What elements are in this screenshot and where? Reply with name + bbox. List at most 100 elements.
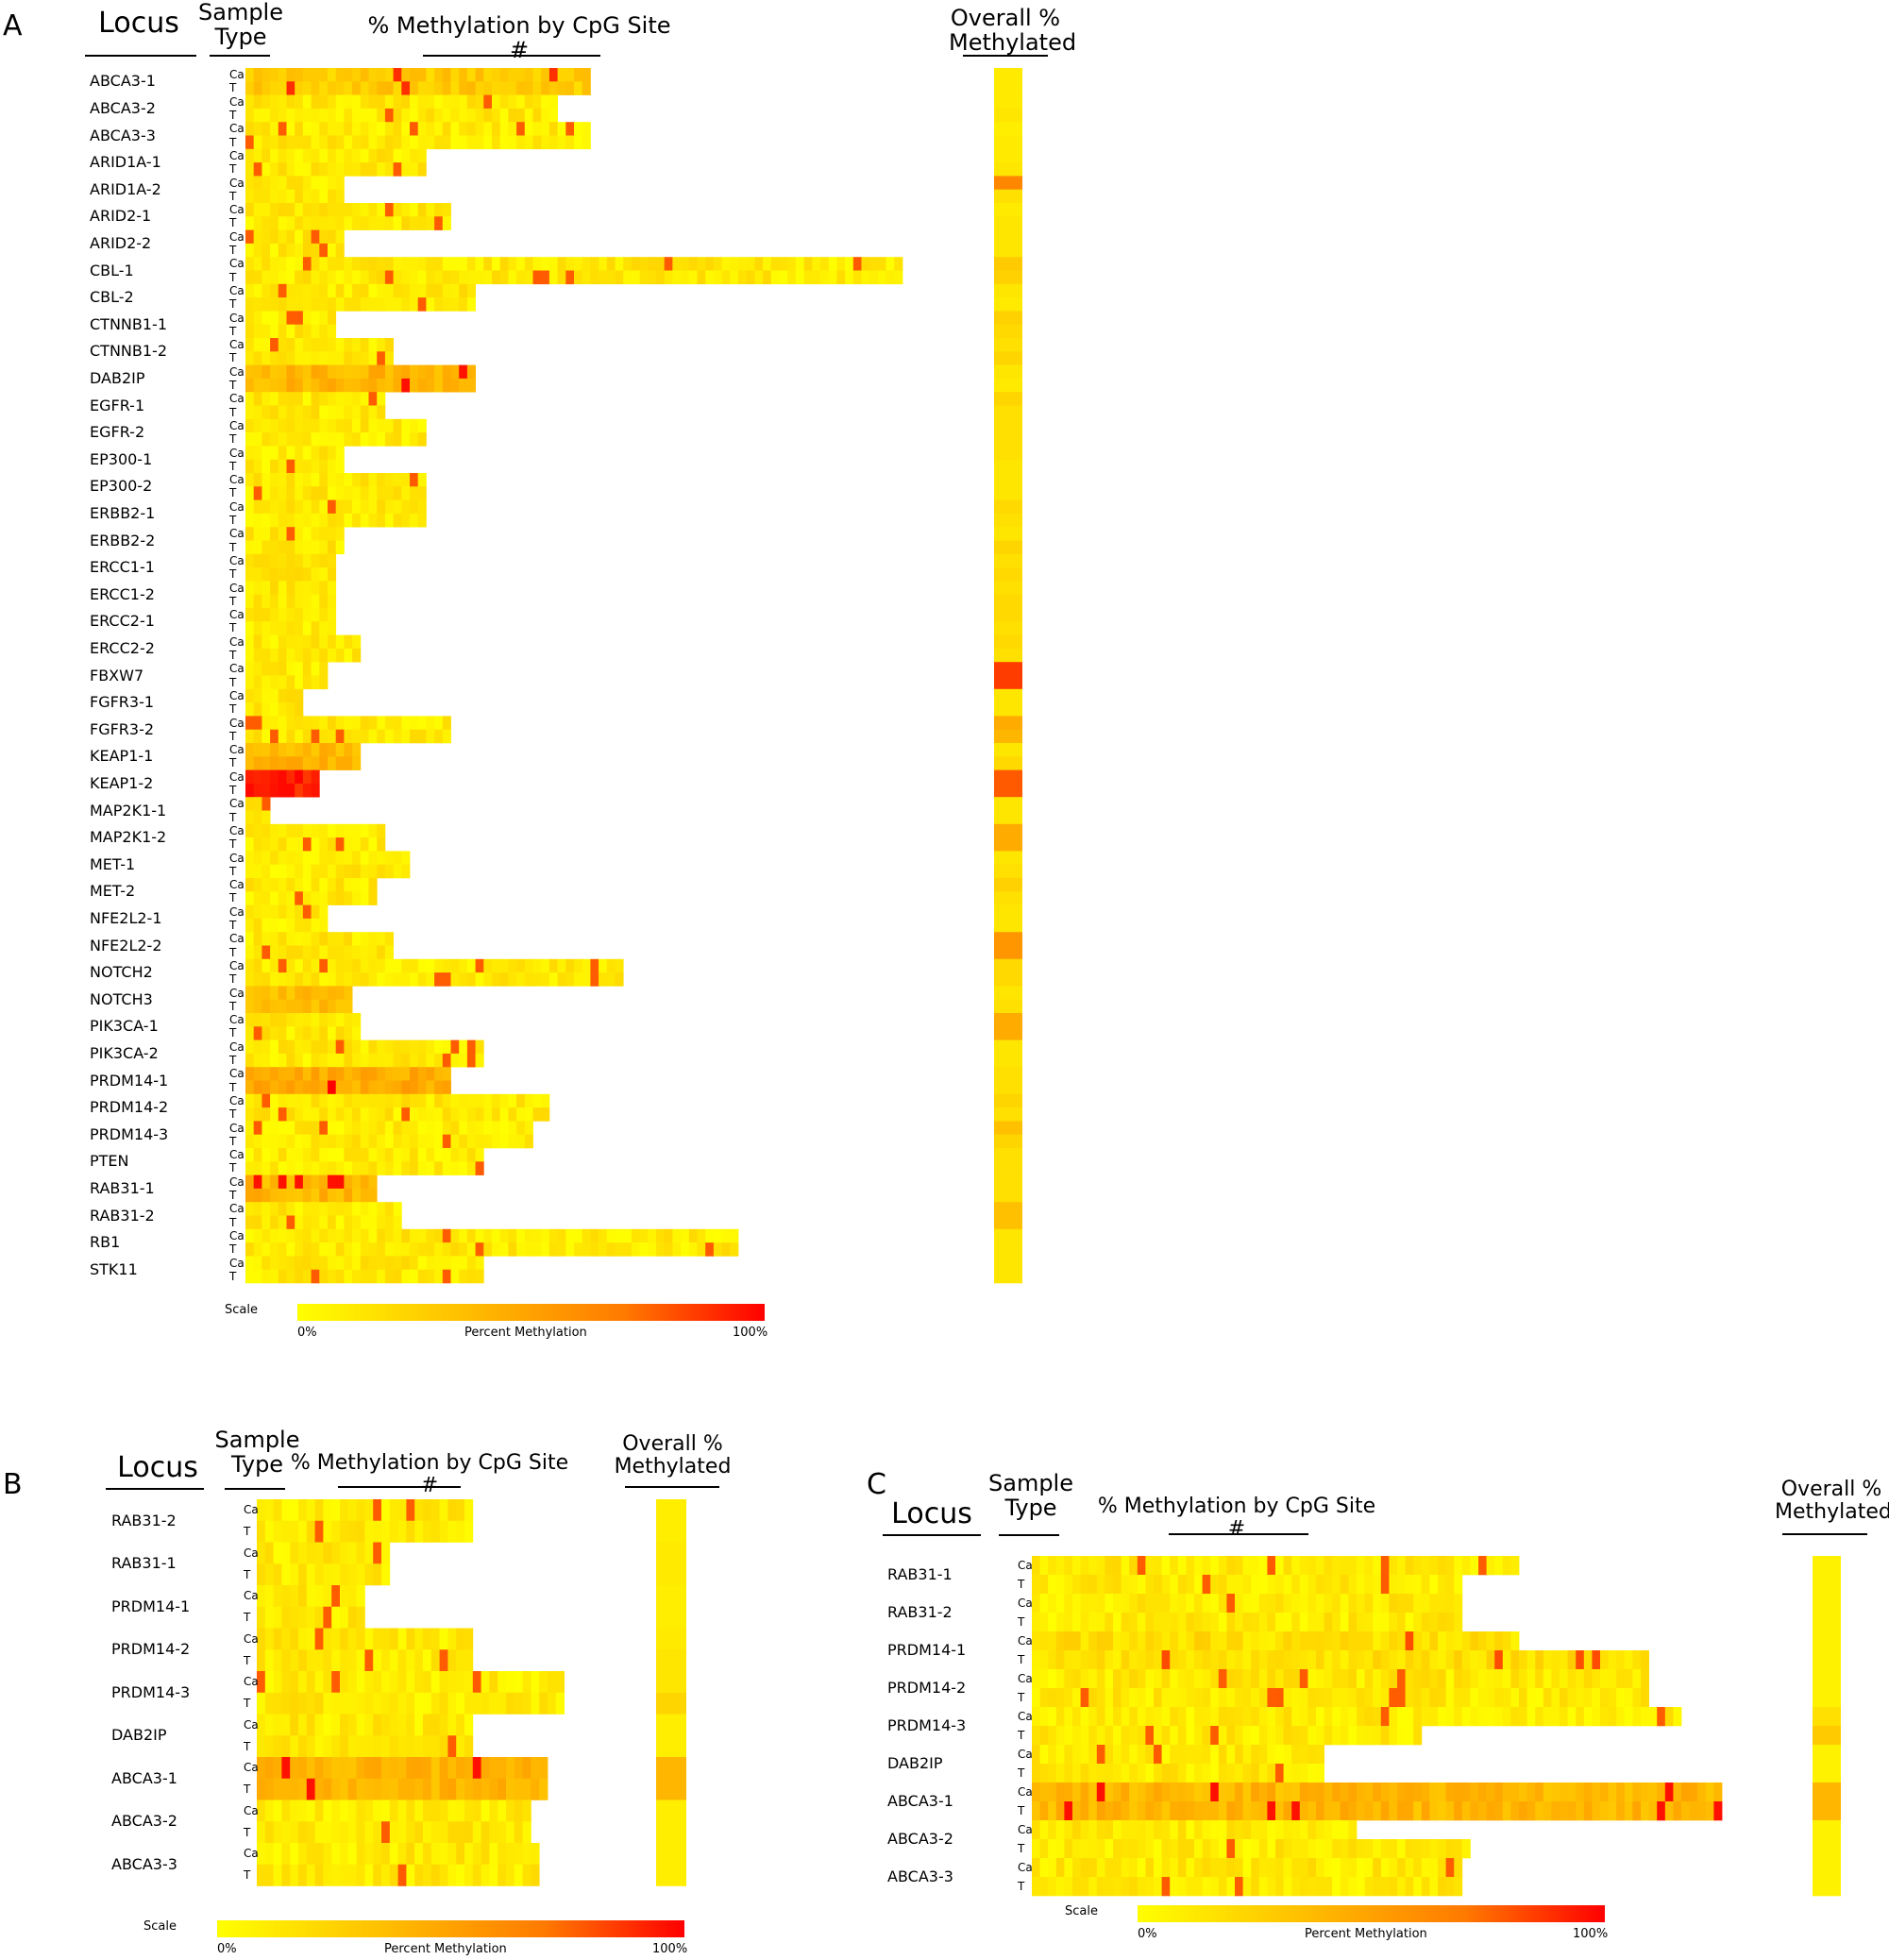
cpg-cell bbox=[1105, 1650, 1114, 1670]
sample-type-label: Ca bbox=[229, 68, 245, 82]
cpg-cell bbox=[681, 1242, 690, 1257]
cpg-cell bbox=[410, 135, 419, 150]
cpg-cell bbox=[1332, 1839, 1341, 1859]
cpg-cell bbox=[532, 135, 542, 150]
cpg-cell bbox=[1283, 1726, 1292, 1746]
cpg-cell bbox=[442, 81, 451, 95]
cpg-cell bbox=[442, 257, 451, 271]
cpg-cell bbox=[401, 958, 411, 973]
cpg-cell bbox=[492, 1093, 501, 1108]
cpg-cell bbox=[319, 108, 329, 123]
cpg-cell bbox=[1032, 1688, 1040, 1708]
cpg-cell bbox=[253, 540, 262, 555]
cpg-cell bbox=[1405, 1801, 1414, 1821]
locus-label: ARID2-2 bbox=[90, 233, 152, 252]
cpg-cell bbox=[253, 1067, 262, 1081]
cpg-cell bbox=[270, 148, 279, 163]
cpg-cell bbox=[466, 1134, 476, 1149]
cpg-cell bbox=[368, 1188, 378, 1203]
cpg-cell bbox=[1380, 1575, 1390, 1595]
cpg-cell bbox=[1275, 1745, 1284, 1765]
cpg-cell bbox=[459, 1039, 468, 1055]
cpg-cell bbox=[1380, 1594, 1390, 1614]
cpg-cell bbox=[1080, 1650, 1089, 1670]
cpg-cell bbox=[331, 1799, 341, 1822]
cpg-cell bbox=[1275, 1613, 1284, 1632]
cpg-cell bbox=[261, 459, 271, 474]
cpg-cell bbox=[1567, 1801, 1577, 1821]
locus-label: MET-1 bbox=[90, 854, 136, 873]
cpg-cell bbox=[1235, 1783, 1243, 1802]
cpg-cell bbox=[264, 1757, 274, 1780]
cpg-cell bbox=[442, 94, 451, 110]
panel-a-scale-max: 100% bbox=[733, 1326, 768, 1340]
cpg-cell bbox=[1137, 1631, 1146, 1651]
cpg-cell bbox=[426, 1053, 435, 1068]
cpg-cell bbox=[508, 1121, 517, 1135]
cpg-cell bbox=[270, 743, 279, 757]
cpg-cell bbox=[253, 553, 262, 568]
overall-cell bbox=[994, 513, 1022, 528]
panel-c-sample-type-header: Sample Type bbox=[988, 1470, 1073, 1522]
cpg-cell bbox=[270, 1121, 279, 1135]
cpg-cell bbox=[377, 958, 386, 973]
cpg-cell bbox=[417, 1093, 427, 1108]
cpg-cell bbox=[344, 1134, 353, 1149]
cpg-cell bbox=[450, 1256, 460, 1270]
sample-type-label: Ca bbox=[229, 716, 245, 730]
cpg-cell bbox=[302, 473, 312, 487]
cpg-cell bbox=[319, 1107, 329, 1122]
locus-label: RB1 bbox=[90, 1233, 121, 1252]
cpg-cell bbox=[442, 1053, 451, 1068]
cpg-cell bbox=[302, 1215, 312, 1230]
cpg-cell bbox=[328, 122, 337, 136]
cpg-cell bbox=[516, 972, 526, 987]
cpg-cell bbox=[1373, 1783, 1382, 1802]
cpg-cell bbox=[253, 1188, 262, 1203]
cpg-cell bbox=[381, 1671, 391, 1694]
cpg-cell bbox=[1177, 1726, 1187, 1746]
cpg-cell bbox=[352, 378, 362, 393]
panel-b-scale-label: Scale bbox=[143, 1919, 177, 1934]
cpg-cell bbox=[574, 958, 583, 973]
cpg-cell bbox=[508, 81, 517, 95]
cpg-cell bbox=[302, 486, 312, 500]
cpg-cell bbox=[1429, 1839, 1439, 1859]
sample-type-label: Ca bbox=[229, 1228, 245, 1242]
cpg-cell bbox=[344, 108, 353, 123]
cpg-cell bbox=[328, 729, 337, 744]
cpg-cell bbox=[406, 1799, 415, 1822]
cpg-cell bbox=[410, 378, 419, 393]
cpg-cell bbox=[499, 94, 509, 110]
cpg-cell bbox=[270, 338, 279, 352]
cpg-cell bbox=[331, 1864, 341, 1886]
cpg-cell bbox=[273, 1542, 282, 1564]
cpg-cell bbox=[410, 1148, 419, 1162]
cpg-cell bbox=[1194, 1575, 1203, 1595]
cpg-cell bbox=[1105, 1707, 1114, 1727]
cpg-cell bbox=[499, 81, 509, 95]
cpg-cell bbox=[1405, 1556, 1414, 1576]
overall-cell bbox=[994, 283, 1022, 298]
cpg-cell bbox=[319, 621, 329, 635]
cpg-cell bbox=[347, 1563, 357, 1586]
cpg-cell bbox=[483, 958, 493, 973]
cpg-cell bbox=[1624, 1688, 1633, 1708]
cpg-cell bbox=[319, 432, 329, 447]
cpg-cell bbox=[381, 1864, 391, 1886]
sample-type-label: Ca bbox=[229, 338, 245, 352]
cpg-cell bbox=[466, 94, 476, 110]
cpg-cell bbox=[541, 108, 550, 123]
cpg-cell bbox=[302, 999, 312, 1014]
cpg-cell bbox=[1413, 1613, 1423, 1632]
cpg-cell bbox=[273, 1585, 282, 1608]
cpg-cell bbox=[278, 581, 287, 595]
cpg-cell bbox=[319, 1161, 329, 1175]
cpg-cell bbox=[459, 1161, 468, 1175]
cpg-cell bbox=[1154, 1839, 1162, 1859]
cpg-cell bbox=[344, 1242, 353, 1257]
cpg-cell bbox=[1380, 1613, 1390, 1632]
cpg-cell bbox=[286, 68, 295, 82]
cpg-cell bbox=[319, 311, 329, 325]
cpg-cell bbox=[1445, 1613, 1455, 1632]
